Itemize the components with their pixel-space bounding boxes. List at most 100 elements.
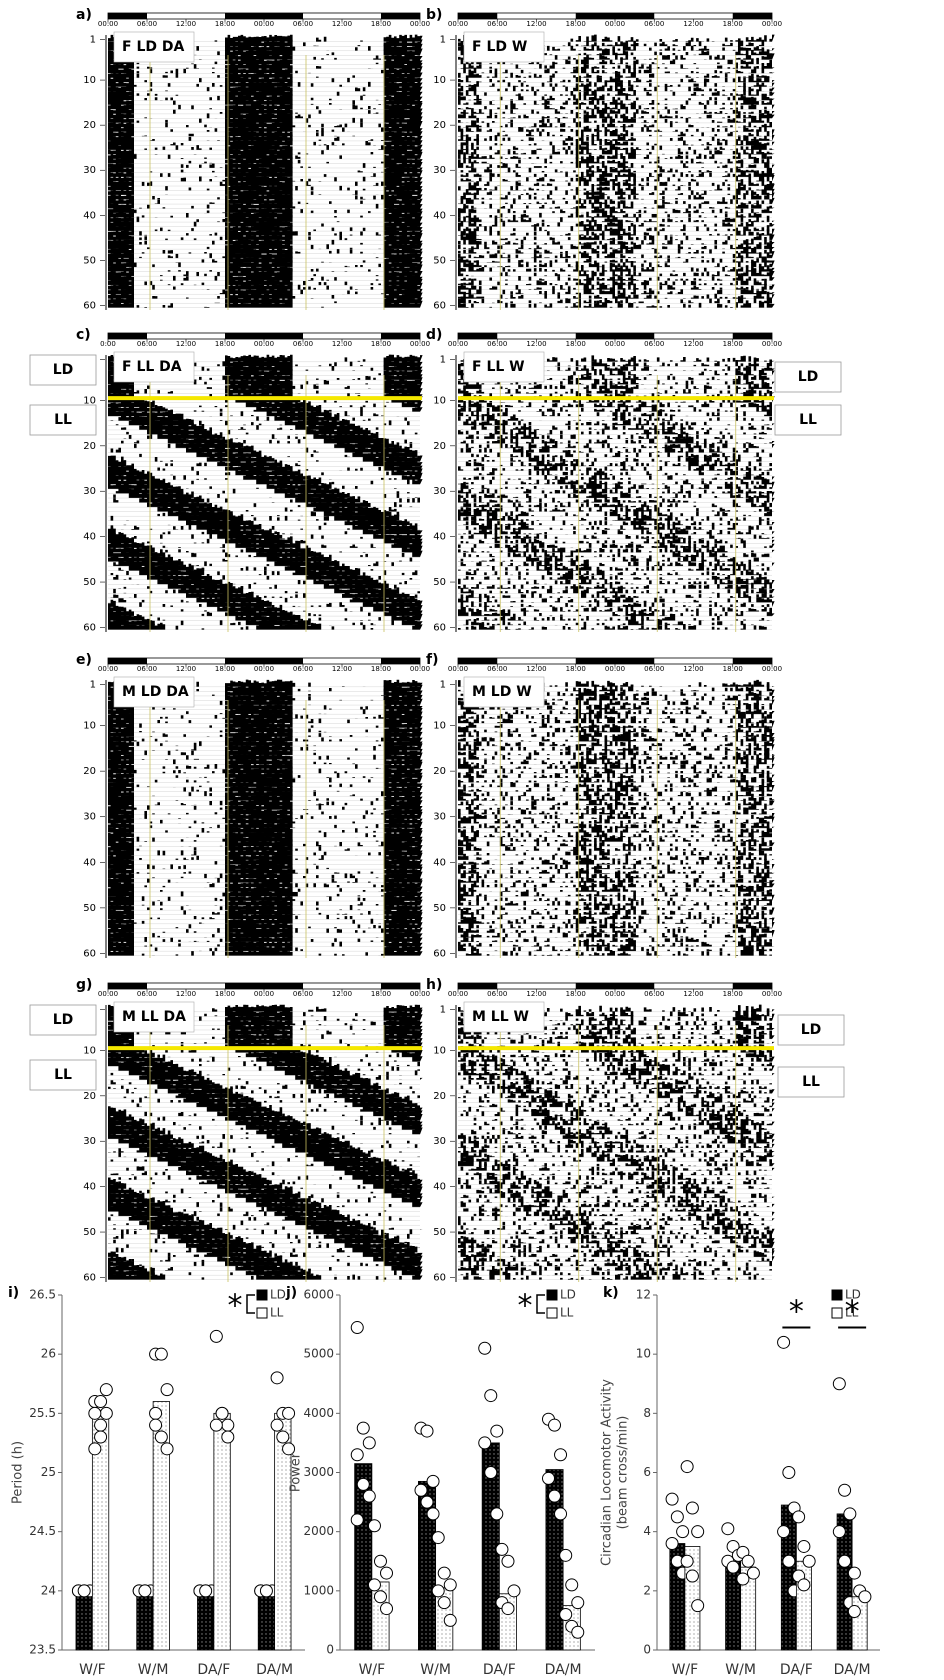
activity-trace (108, 404, 423, 412)
activity-trace (108, 1208, 423, 1217)
activity-trace (108, 1022, 423, 1030)
x-tick-label: 06:00 (137, 665, 157, 673)
activity-trace (108, 581, 423, 589)
activity-trace (108, 861, 423, 870)
data-point (691, 1599, 705, 1613)
activity-trace (108, 595, 423, 603)
activity-trace (108, 608, 423, 617)
activity-trace (108, 1140, 423, 1149)
data-point (420, 1424, 434, 1438)
activity-trace (458, 52, 775, 60)
data-point (443, 1613, 457, 1627)
activity-trace (108, 354, 423, 362)
activity-trace (458, 138, 775, 146)
data-point (154, 1347, 168, 1361)
activity-trace (108, 1254, 423, 1262)
activity-trace (458, 1227, 775, 1235)
panel-title: M LL W (472, 1009, 529, 1025)
data-point (548, 1418, 562, 1432)
data-point (94, 1395, 108, 1408)
x-tick-label: 18:00 (566, 20, 586, 28)
activity-trace (458, 1095, 775, 1103)
activity-trace (458, 1118, 775, 1126)
panel-label: g) (76, 977, 92, 993)
y-tick-label: 60 (433, 622, 446, 633)
x-tick-label: 00:00 (410, 990, 430, 998)
activity-trace (108, 531, 423, 539)
activity-trace (458, 1018, 775, 1026)
activity-trace (108, 825, 423, 833)
activity-trace (108, 477, 423, 485)
data-point (685, 1569, 699, 1583)
data-point (94, 1418, 108, 1432)
activity-trace (458, 802, 775, 810)
x-tick-label: 00:00 (254, 665, 274, 673)
activity-trace (108, 1199, 423, 1208)
y-tick-label: 20 (83, 766, 96, 777)
activity-trace (458, 1090, 775, 1099)
activity-trace (108, 679, 423, 687)
y-tick-label: 60 (83, 300, 96, 311)
title-box (113, 31, 195, 63)
activity-trace (108, 711, 423, 719)
activity-trace (108, 472, 423, 480)
activity-trace (108, 930, 423, 938)
y-tick-label: 8 (643, 1406, 651, 1420)
x-tick-label: W/M (138, 1662, 169, 1678)
data-point (797, 1578, 811, 1592)
x-tick-label: 00:00 (448, 990, 468, 998)
y-tick-label: 20 (83, 1091, 96, 1102)
data-point (209, 1418, 223, 1432)
activity-trace (108, 1013, 423, 1021)
activity-trace (108, 377, 423, 385)
activity-trace (108, 798, 423, 806)
activity-trace (108, 549, 423, 558)
activity-trace (458, 147, 775, 155)
panel-label: h) (426, 977, 442, 993)
activity-trace (458, 948, 775, 956)
activity-trace (108, 233, 423, 241)
x-tick-label: 06:00 (644, 340, 664, 348)
data-point (797, 1539, 811, 1553)
y-tick-label: 5000 (303, 1347, 334, 1361)
activity-trace (108, 884, 423, 892)
activity-trace (108, 545, 423, 553)
y-tick-label: 40 (83, 857, 96, 868)
activity-trace (108, 752, 423, 760)
activity-trace (108, 761, 423, 769)
activity-trace (458, 102, 775, 110)
activity-trace (108, 1245, 423, 1253)
activity-trace (108, 120, 423, 128)
significance-bracket (536, 1294, 545, 1314)
condition-label: LD (798, 369, 819, 385)
activity-trace (458, 1127, 775, 1135)
activity-trace (108, 839, 423, 847)
activity-trace (108, 770, 423, 778)
activity-trace (108, 372, 423, 380)
activity-trace (458, 889, 775, 897)
y-tick-label: 2 (643, 1583, 651, 1597)
title-box (463, 676, 545, 708)
activity-trace (458, 816, 775, 824)
x-tick-label: 18:00 (215, 990, 235, 998)
y-tick-label: 10 (636, 1347, 651, 1361)
activity-trace (458, 84, 775, 92)
legend-label: LD (845, 1288, 861, 1302)
x-tick-label: 18:00 (371, 340, 391, 348)
activity-trace (458, 780, 775, 788)
activity-trace (108, 251, 423, 259)
activity-trace (108, 743, 423, 751)
data-point (726, 1560, 740, 1574)
condition-box (29, 354, 97, 386)
activity-trace (108, 568, 423, 576)
activity-trace (458, 1059, 775, 1067)
x-tick-label: DA/F (197, 1662, 230, 1678)
data-point (495, 1542, 509, 1556)
panel-title: F LD W (472, 39, 527, 55)
activity-trace (108, 1222, 423, 1230)
activity-trace (458, 572, 775, 580)
data-point (209, 1329, 223, 1343)
activity-trace (108, 79, 423, 87)
activity-trace (458, 391, 775, 399)
activity-trace (458, 1163, 775, 1171)
